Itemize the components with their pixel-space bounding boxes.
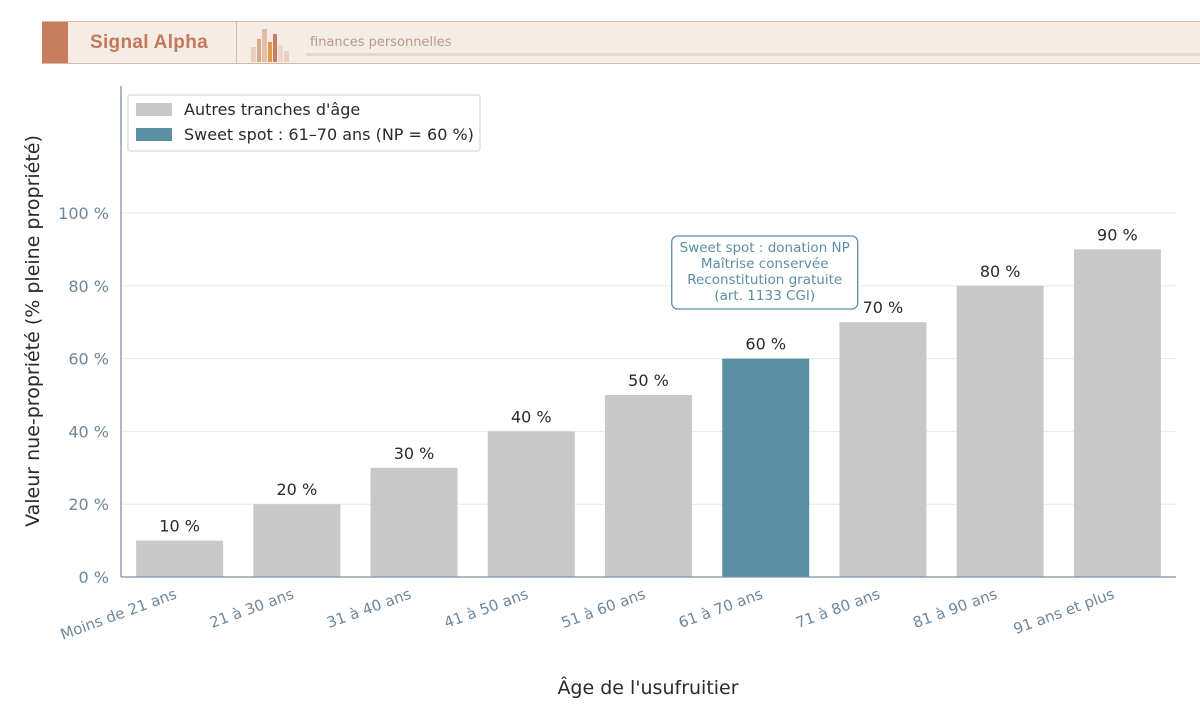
annotation-line: Reconstitution gratuite <box>687 272 842 288</box>
value-labels: 10 % 20 % 30 % 40 % 50 % 60 % 70 % 80 % 90 % <box>159 225 1137 535</box>
bar-value-label: 30 % <box>394 444 435 463</box>
bar <box>956 285 1044 577</box>
tagline-underline <box>306 53 1200 56</box>
bar-value-label: 40 % <box>511 407 552 426</box>
bar-value-label: 90 % <box>1097 225 1138 244</box>
bar <box>253 504 341 577</box>
x-tick-label: 71 à 80 ans <box>793 585 882 632</box>
header-divider <box>236 22 237 63</box>
x-tick-label: 81 à 90 ans <box>911 585 1000 632</box>
bar <box>487 431 575 577</box>
annotation-line: (art. 1133 CGI) <box>714 288 815 304</box>
legend-swatch <box>136 103 172 116</box>
bar-value-label: 20 % <box>277 480 318 499</box>
x-tick-label: Moins de 21 ans <box>58 585 179 644</box>
x-tick-label: 31 à 40 ans <box>324 585 413 632</box>
bar <box>136 540 224 577</box>
site-header: Signal Alpha finances personnelles <box>42 21 1200 64</box>
bar <box>370 467 458 577</box>
bar <box>605 395 692 577</box>
annotation-line: Maîtrise conservée <box>701 256 829 272</box>
bars <box>136 249 1161 577</box>
y-tick-label: 20 % <box>68 495 109 514</box>
x-tick-label: 41 à 50 ans <box>442 585 531 632</box>
y-tick-label: 80 % <box>68 277 109 296</box>
y-tick-label: 0 % <box>79 568 109 587</box>
y-tick-label: 40 % <box>68 422 109 441</box>
tagline: finances personnelles <box>310 35 452 50</box>
bar-value-label: 60 % <box>745 335 786 354</box>
x-tick-label: 61 à 70 ans <box>676 585 765 632</box>
x-tick-label: 51 à 60 ans <box>559 585 648 632</box>
city-buildings-icon <box>251 29 289 62</box>
y-tick-labels: 0 % 20 % 40 % 60 % 80 % 100 % <box>58 204 109 587</box>
bar-value-label: 10 % <box>159 517 200 536</box>
annotation-line: Sweet spot : donation NP <box>680 240 850 256</box>
legend-label: Autres tranches d'âge <box>184 100 360 119</box>
y-tick-label: 60 % <box>68 350 109 369</box>
bar <box>722 358 810 577</box>
brand-name[interactable]: Signal Alpha <box>90 32 208 53</box>
bar-value-label: 50 % <box>628 371 669 390</box>
brand-accent-bar <box>42 22 68 63</box>
legend: Autres tranches d'âge Sweet spot : 61–70 … <box>127 94 481 152</box>
legend-box <box>127 94 481 152</box>
y-axis-title: Valeur nue-propriété (% pleine propriété… <box>22 135 44 527</box>
x-tick-label: 21 à 30 ans <box>207 585 296 632</box>
x-axis-title: Âge de l'usufruitier <box>557 676 738 699</box>
annotation-box <box>671 235 859 310</box>
bar <box>839 322 927 577</box>
y-tick-label: 100 % <box>58 204 109 223</box>
x-tick-label: 91 ans et plus <box>1011 585 1117 638</box>
bar-value-label: 80 % <box>980 262 1021 281</box>
bar <box>1073 249 1161 577</box>
legend-label: Sweet spot : 61–70 ans (NP = 60 %) <box>184 125 474 144</box>
legend-swatch <box>136 128 172 141</box>
x-tick-labels: Moins de 21 ans 21 à 30 ans 31 à 40 ans 41 … <box>58 585 1117 644</box>
bar-value-label: 70 % <box>863 298 904 317</box>
